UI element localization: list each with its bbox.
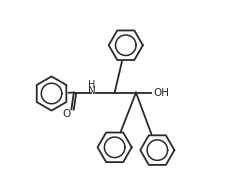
Text: N: N bbox=[88, 86, 95, 96]
Text: OH: OH bbox=[153, 88, 169, 98]
Text: H: H bbox=[88, 80, 95, 90]
Text: O: O bbox=[62, 109, 71, 119]
